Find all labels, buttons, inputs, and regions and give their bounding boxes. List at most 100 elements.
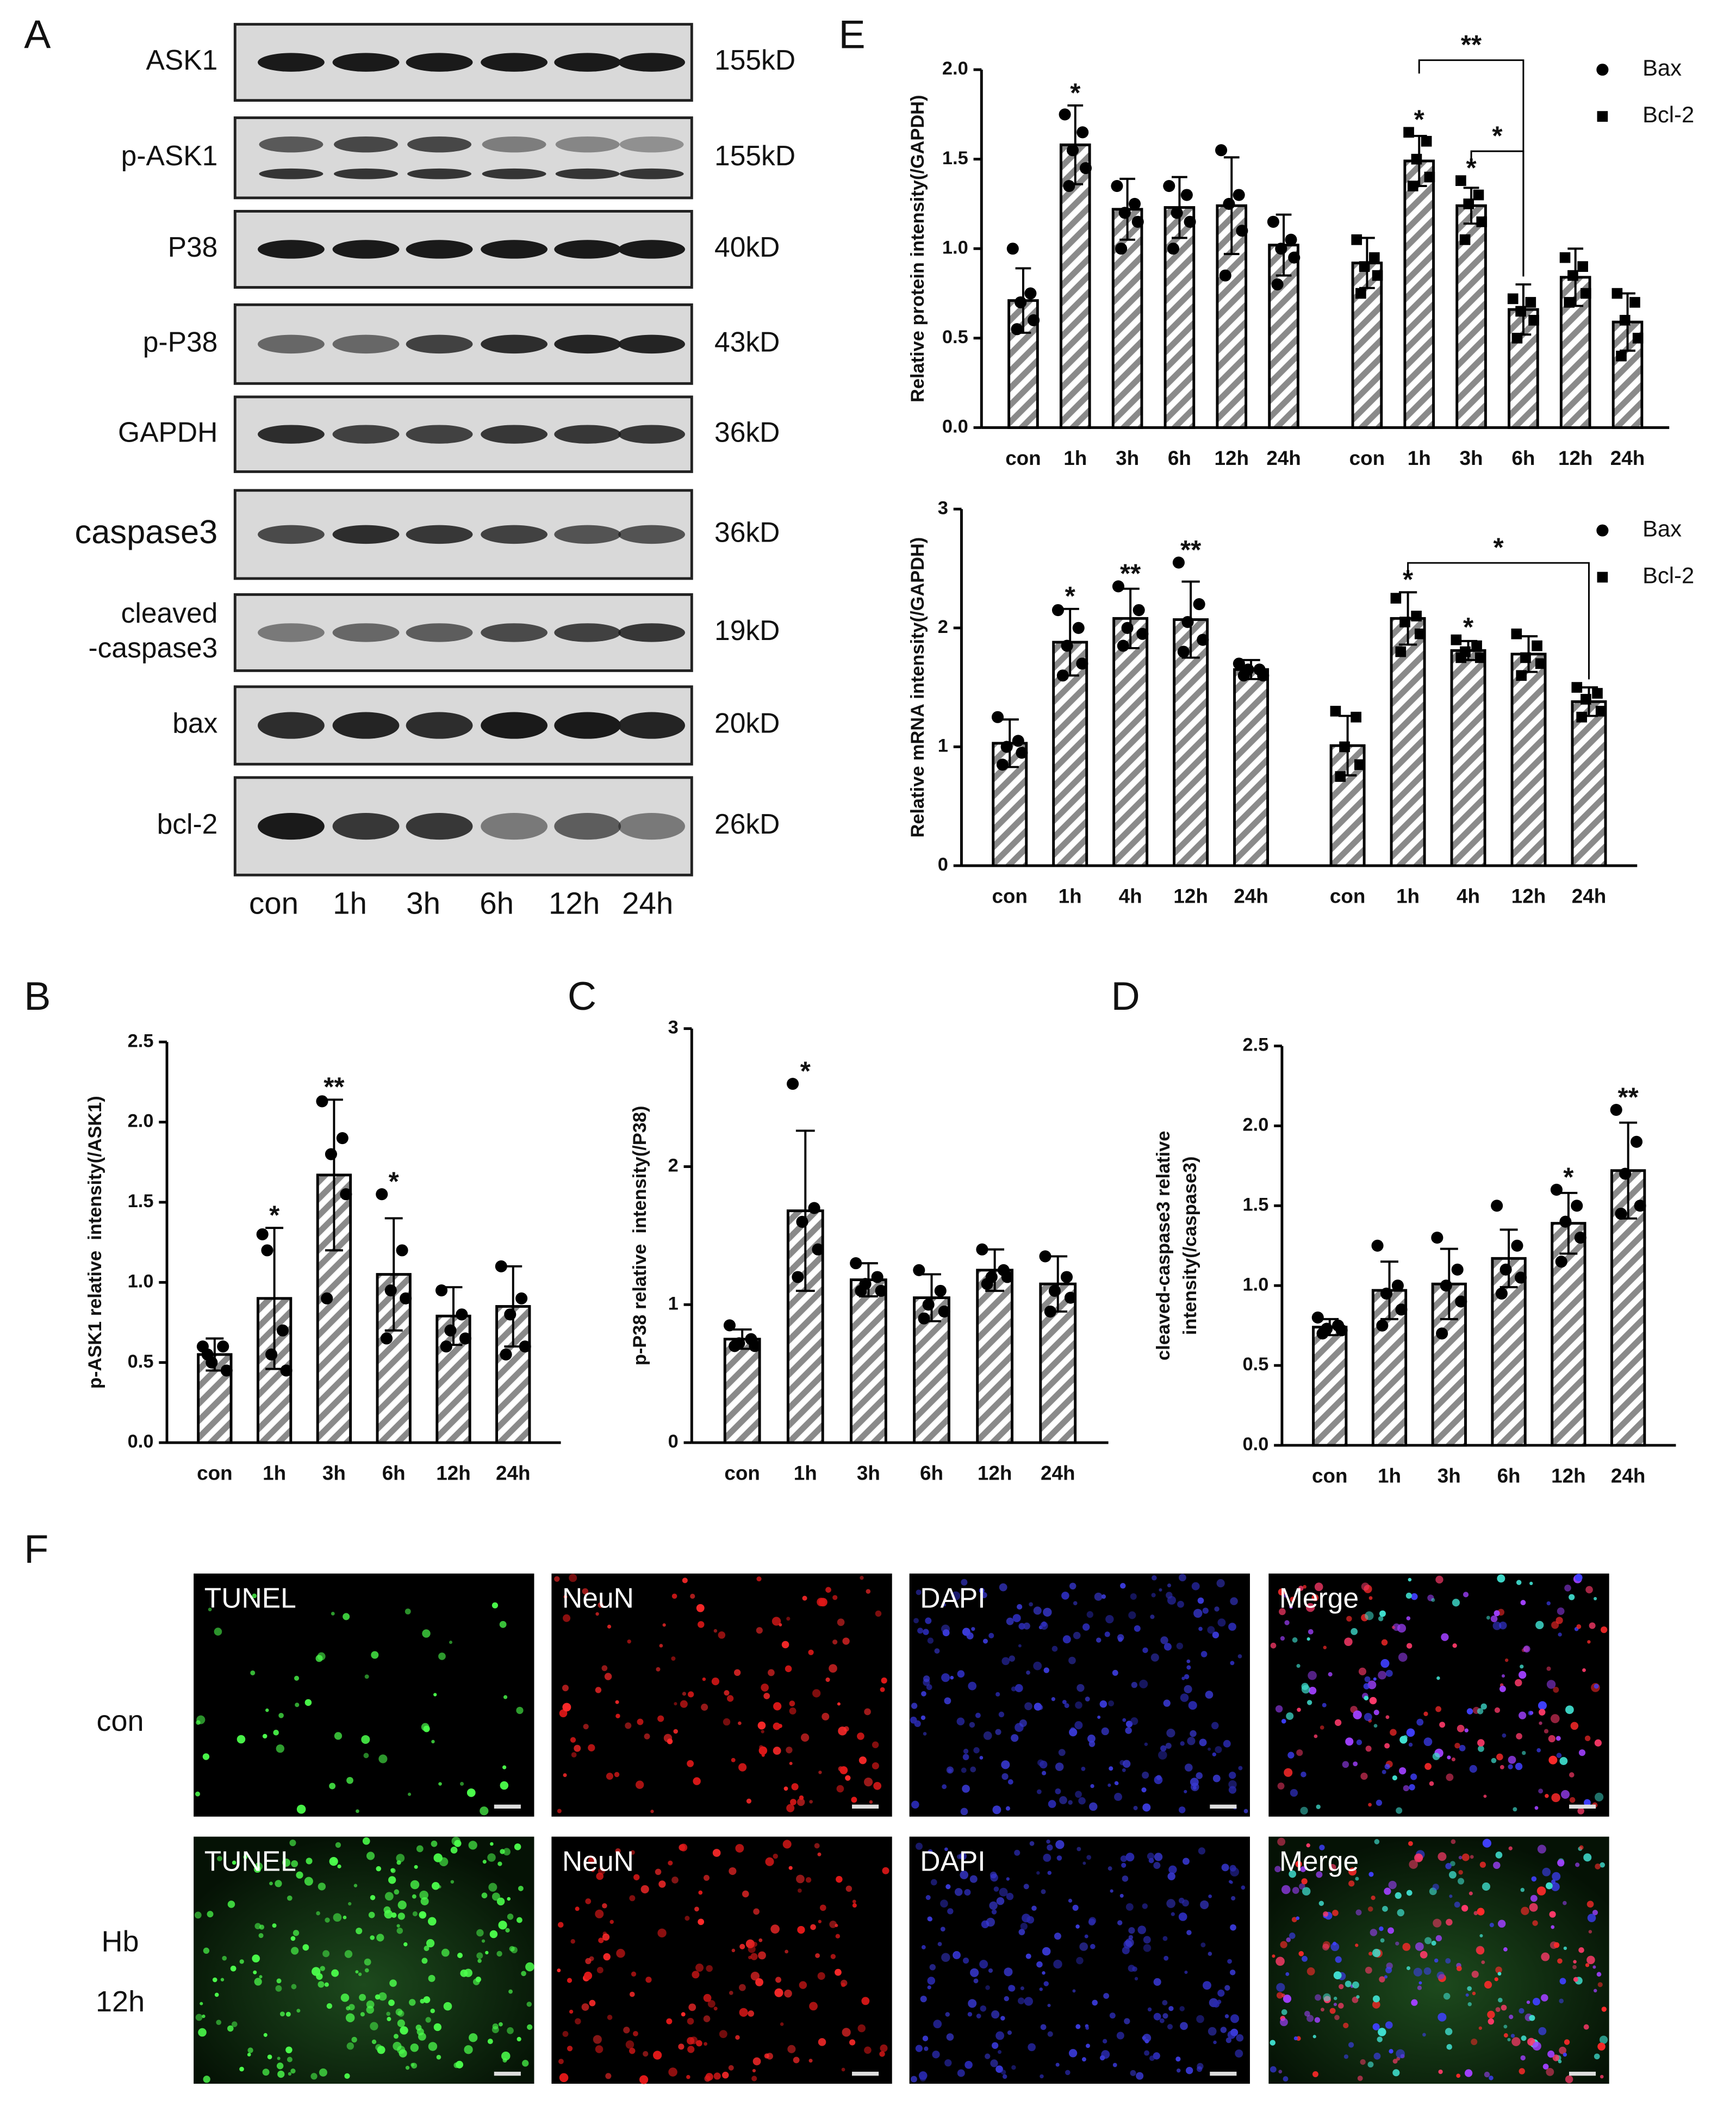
cell-dot: [956, 1717, 965, 1726]
cell-dot: [1379, 1610, 1386, 1617]
cell-dot: [1542, 2064, 1549, 2070]
cell-dot: [517, 1917, 522, 1923]
cell-dot: [1484, 2071, 1490, 2078]
cell-dot: [1361, 1582, 1370, 1591]
molecular-weight: 20kD: [714, 707, 780, 739]
cell-dot: [1283, 1995, 1292, 2003]
cell-dot: [1290, 1597, 1296, 1602]
cell-dot: [1142, 1803, 1151, 1812]
cell-dot: [259, 1924, 265, 1930]
cell-dot: [916, 1589, 922, 1595]
data-point: [1006, 243, 1019, 255]
cell-dot: [1192, 1786, 1197, 1790]
cell-dot: [453, 2062, 459, 2068]
blot-band: [481, 53, 548, 72]
data-point: [1474, 652, 1486, 663]
cell-dot: [933, 2020, 942, 2029]
cell-dot: [1364, 1695, 1369, 1701]
cell-dot: [384, 1892, 394, 1901]
cell-dot: [1040, 2024, 1047, 2030]
cell-dot: [1357, 2076, 1363, 2081]
cell-dot: [1107, 1866, 1112, 1871]
cell-dot: [1286, 1712, 1294, 1720]
cell-dot: [913, 1618, 919, 1624]
cell-dot: [1497, 1997, 1503, 2003]
data-point: [325, 1148, 337, 1160]
cell-dot: [668, 1860, 673, 1866]
cell-dot: [1536, 1886, 1546, 1896]
x-tick-label: 1h: [1059, 885, 1082, 908]
cell-dot: [1308, 1629, 1314, 1635]
cell-dot: [589, 1999, 596, 2007]
cell-dot: [1200, 1942, 1206, 1948]
cell-dot: [439, 1857, 449, 1867]
bar: [1312, 1326, 1348, 1447]
cell-dot: [842, 2028, 851, 2037]
cell-dot: [1171, 1912, 1175, 1916]
cell-dot: [761, 1753, 765, 1757]
protein-label: bax: [172, 707, 217, 739]
cell-dot: [1214, 1606, 1219, 1612]
cell-dot: [1583, 1853, 1592, 1862]
cell-dot: [1110, 1889, 1113, 1893]
cell-dot: [1575, 1862, 1580, 1867]
cell-dot: [208, 1607, 212, 1612]
cell-dot: [518, 1885, 524, 1891]
cell-dot: [963, 1748, 969, 1754]
cell-dot: [1599, 2035, 1608, 2044]
cell-dot: [1586, 1900, 1594, 1908]
lane-label: 24h: [622, 886, 673, 921]
blot-band: [618, 425, 686, 444]
y-axis-label: cleaved-caspase3 relative: [1153, 1131, 1174, 1361]
channel-label: Merge: [1279, 1582, 1359, 1614]
cell-dot: [1198, 1847, 1206, 1855]
cell-dot: [306, 1858, 313, 1865]
cell-dot: [921, 1945, 926, 1949]
data-point: [792, 1271, 804, 1283]
blot-band: [332, 525, 400, 544]
cell-dot: [247, 2047, 253, 2053]
cell-dot: [1017, 1997, 1025, 2004]
cell-dot: [1489, 2076, 1494, 2080]
data-point: [1001, 1271, 1013, 1283]
cell-dot: [835, 1924, 838, 1928]
cell-dot: [1281, 2009, 1287, 2015]
cell-dot: [1029, 1602, 1033, 1607]
cell-dot: [1119, 1893, 1124, 1898]
cell-dot: [1224, 1985, 1230, 1991]
data-point: [1076, 657, 1088, 670]
cell-dot: [1298, 1951, 1304, 1956]
cell-dot: [1573, 1960, 1577, 1964]
cell-dot: [288, 2072, 292, 2076]
cell-dot: [526, 2002, 532, 2007]
cell-dot: [1592, 1910, 1598, 1916]
cell-dot: [1065, 2070, 1071, 2076]
cell-dot: [1200, 1651, 1208, 1657]
cell-dot: [460, 1969, 468, 1977]
cell-dot: [563, 1614, 571, 1622]
data-point: [1616, 350, 1627, 362]
cell-dot: [570, 1939, 575, 1944]
cell-dot: [1207, 1626, 1215, 1634]
data-point: [1532, 640, 1542, 651]
blot-band: [554, 425, 621, 444]
cell-dot: [1503, 1947, 1508, 1952]
data-point: [440, 1340, 452, 1353]
data-point: [1061, 639, 1073, 652]
cell-dot: [701, 1704, 708, 1711]
cell-dot: [1287, 1751, 1295, 1759]
cell-dot: [1005, 1806, 1010, 1811]
cell-dot: [278, 1712, 284, 1718]
cell-dot: [1470, 1855, 1474, 1859]
cell-dot: [1039, 1987, 1043, 1991]
cell-dot: [500, 1849, 505, 1854]
blot-band: [618, 712, 686, 739]
cell-dot: [1228, 1623, 1236, 1631]
micrograph: [1268, 1573, 1609, 1817]
cell-dot: [1147, 2007, 1152, 2012]
data-point: [396, 1244, 408, 1257]
bar: [1233, 668, 1270, 867]
cell-dot: [789, 1761, 793, 1765]
bar: [1450, 649, 1486, 867]
